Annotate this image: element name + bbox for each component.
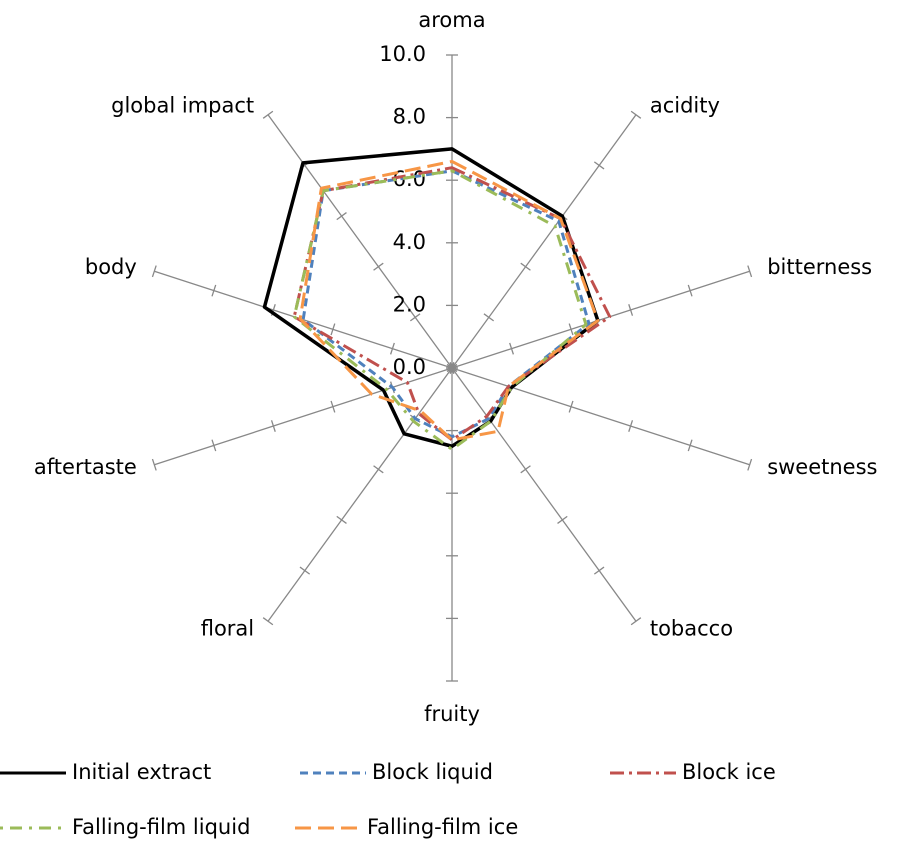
tick-mark [628,304,634,316]
tick-mark [373,465,384,474]
legend-label: Falling-film ice [367,815,518,839]
tick-mark [593,566,605,575]
legend-label: Initial extract [72,760,211,784]
tick-mark [336,515,347,524]
tick-mark [630,110,642,119]
spoke [451,270,750,369]
series-line [292,169,588,451]
axis-label: floral [201,616,254,640]
tick-mark [747,265,753,278]
axis-label: body [85,255,137,279]
axis-label: aftertaste [34,455,137,479]
legend-label: Block liquid [372,760,493,784]
legend-label: Falling-film liquid [72,815,250,839]
tick-mark [270,420,276,432]
spoke [267,367,453,622]
axis-label: bitterness [767,255,872,279]
axis-label: tobacco [650,616,733,640]
axis-label: aroma [418,8,485,32]
tick-mark [262,110,274,119]
spoke [154,367,453,466]
tick-mark [330,400,336,413]
tick-mark [630,617,642,626]
tick-mark [299,566,311,575]
tick-mark [568,400,574,413]
tick-mark [389,342,395,355]
tick-mark [262,617,274,626]
tick-mark [568,323,574,336]
tick-mark [520,262,531,271]
tick-mark [211,284,217,297]
tick-mark [557,515,568,524]
tick-mark [628,420,634,432]
tick-mark [336,212,347,221]
axis-label: sweetness [767,455,877,479]
tick-mark [446,363,458,373]
series-line [262,147,600,448]
axis-label: fruity [424,702,480,726]
spoke [451,367,637,622]
series-line [301,169,591,439]
tick-label: 4.0 [393,230,426,254]
tick-mark [211,439,217,452]
tick-label: 8.0 [393,105,426,129]
tick-mark [747,458,753,471]
tick-label: 2.0 [393,292,426,316]
tick-mark [330,323,336,336]
axis-label: acidity [650,94,720,118]
tick-mark [151,458,157,471]
spoke [451,114,637,369]
tick-mark [593,161,605,170]
tick-mark [687,439,693,452]
tick-mark [520,465,531,474]
tick-mark [373,262,384,271]
tick-mark [687,284,693,297]
tick-mark [483,313,495,322]
legend-label: Block ice [682,760,776,784]
spoke [451,367,750,466]
tick-label: 10.0 [379,42,426,66]
tick-label: 0.0 [393,355,426,379]
tick-mark [509,342,515,355]
spoke [267,114,453,369]
tick-mark [409,313,421,322]
axis-label: global impact [111,94,254,118]
tick-mark [151,265,157,278]
series-line [298,159,600,442]
